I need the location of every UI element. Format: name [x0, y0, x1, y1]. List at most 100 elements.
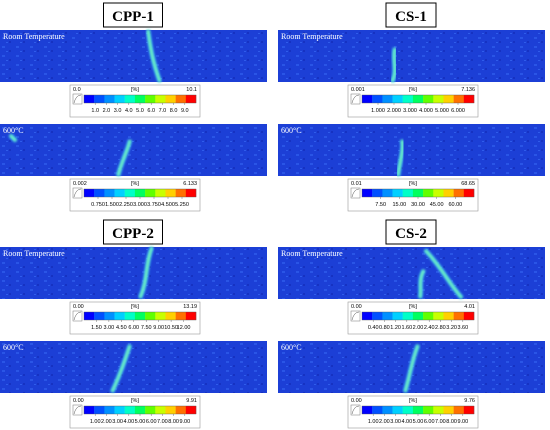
scale-tick-label: 6.0: [147, 108, 155, 114]
strain-map: [0, 30, 267, 82]
scale-tick-label: 2.250: [119, 202, 133, 208]
scale-unit: [%]: [131, 181, 139, 187]
scale-tick-label: 8.00: [446, 419, 457, 425]
scale-segment: [114, 189, 125, 197]
scale-segment: [433, 312, 444, 320]
scale-tick-label: 10.50: [164, 325, 178, 331]
scale-segment: [392, 95, 403, 103]
scale-icon-curve: [73, 405, 82, 415]
scale-max: 7.136: [461, 87, 475, 93]
scale-max: 68.65: [461, 181, 475, 187]
scale-segment: [372, 189, 383, 197]
scale-segment: [362, 406, 373, 414]
scale-segment: [372, 406, 383, 414]
scale-segment: [382, 189, 393, 197]
panel-title: CS-2: [395, 226, 427, 242]
strain-map: [278, 247, 545, 299]
scale-segment: [175, 406, 187, 414]
scale-segment: [402, 95, 414, 103]
scale-segment: [145, 189, 156, 197]
scale-icon-curve: [73, 94, 82, 104]
title-box: [385, 219, 437, 245]
scale-segment: [165, 95, 176, 103]
scale-unit: [%]: [131, 87, 139, 93]
scale-segment: [134, 406, 146, 414]
scale-segment: [382, 95, 393, 103]
crack-core: [9, 134, 131, 177]
scale-segment: [463, 312, 475, 320]
scale-segment: [402, 189, 414, 197]
scale-tick-label: 2.00: [379, 419, 390, 425]
scale-segment: [412, 95, 424, 103]
scale-segment: [124, 312, 136, 320]
crack-core: [147, 29, 161, 83]
scale-tick-label: 1.0: [91, 108, 99, 114]
scale-max: 10.1: [186, 87, 197, 93]
scale-segment: [94, 95, 105, 103]
scale-icon-curve: [73, 311, 82, 321]
crack-core: [404, 344, 419, 393]
scale-tick-label: 0.40: [368, 325, 379, 331]
scale-tick-label: 0.80: [379, 325, 390, 331]
scale-segment: [382, 312, 393, 320]
scale-tick-label: 9.00: [457, 419, 468, 425]
scale-frame: [83, 311, 197, 321]
scale-tick-label: 9.00: [153, 325, 164, 331]
scale-segment: [94, 406, 105, 414]
scale-segment: [165, 189, 176, 197]
scale-segment: [463, 406, 475, 414]
strain-map: [0, 341, 267, 393]
scale-segment: [84, 189, 95, 197]
scale-tick-label: 2.00: [101, 419, 112, 425]
scale-tick-label: 3.00: [390, 419, 401, 425]
scale-icon: [72, 310, 83, 322]
scale-tick-label: 9.00: [179, 419, 190, 425]
scale-segment: [114, 312, 125, 320]
crack-core: [139, 246, 153, 299]
scale-icon: [350, 187, 361, 199]
scale-segment: [145, 312, 156, 320]
scale-segment: [124, 95, 136, 103]
scale-tick-label: 1.00: [90, 419, 101, 425]
scale-segment: [185, 95, 197, 103]
scale-tick-label: 5.00: [413, 419, 424, 425]
scale-segment: [433, 406, 444, 414]
scale-unit: [%]: [409, 398, 417, 404]
scale-tick-label: 30.00: [411, 202, 425, 208]
scale-tick-label: 5.0: [136, 108, 144, 114]
title-box: [103, 219, 163, 245]
scale-segment: [423, 406, 434, 414]
scale-tick-label: 6.00: [424, 419, 435, 425]
scale-tick-label: 1.20: [390, 325, 401, 331]
scale-segment: [185, 189, 197, 197]
scale-icon-curve: [73, 188, 82, 198]
scale-icon-curve: [351, 94, 360, 104]
scale-segment: [392, 189, 403, 197]
scale-segment: [433, 95, 444, 103]
scale-tick-label: 12.00: [177, 325, 191, 331]
scale-tick-label: 1.50: [91, 325, 102, 331]
scale-tick-label: 60.00: [448, 202, 462, 208]
scale-segment: [114, 95, 125, 103]
scale-tick-label: 4.000: [419, 108, 433, 114]
scale-min: 0.0: [73, 87, 81, 93]
scale-segment: [155, 95, 166, 103]
scale-tick-label: 4.00: [401, 419, 412, 425]
scale-tick-label: 7.00: [157, 419, 168, 425]
scale-segment: [155, 189, 166, 197]
scale-tick-label: 4.00: [123, 419, 134, 425]
scale-segment: [423, 312, 434, 320]
scale-unit: [%]: [131, 304, 139, 310]
scale-tick-label: 2.0: [103, 108, 111, 114]
panel-title: CPP-1: [112, 9, 154, 25]
scale-max: 13.19: [183, 304, 197, 310]
scale-segment: [104, 406, 115, 414]
scale-min: 0.00: [351, 398, 362, 404]
scale-segment: [114, 406, 125, 414]
scale-unit: [%]: [131, 398, 139, 404]
scale-segment: [175, 189, 187, 197]
scale-segment: [443, 189, 454, 197]
scale-max: 9.76: [464, 398, 475, 404]
scale-segment: [453, 312, 465, 320]
scale-unit: [%]: [409, 181, 417, 187]
